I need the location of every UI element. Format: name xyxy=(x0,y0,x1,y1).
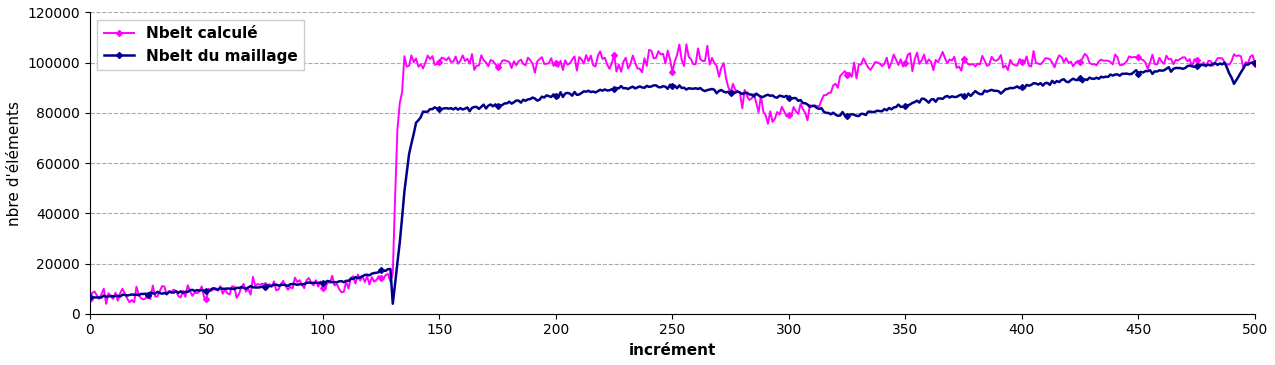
Nbelt du maillage xyxy=(82,295,97,300)
Nbelt calculé xyxy=(838,69,853,73)
Nbelt du maillage xyxy=(849,114,864,118)
Nbelt calculé xyxy=(82,297,97,301)
Nbelt du maillage xyxy=(422,107,437,111)
Nbelt du maillage xyxy=(371,270,386,274)
Nbelt calculé xyxy=(374,276,389,280)
X-axis label: incrément: incrément xyxy=(629,343,717,358)
Nbelt calculé xyxy=(1247,62,1262,66)
Y-axis label: nbre d'éléments: nbre d'éléments xyxy=(6,101,22,226)
Nbelt du maillage xyxy=(385,301,400,306)
Nbelt calculé xyxy=(852,62,867,67)
Line: Nbelt du maillage: Nbelt du maillage xyxy=(88,60,1257,306)
Nbelt du maillage xyxy=(1247,61,1262,65)
Nbelt calculé xyxy=(509,63,524,68)
Legend: Nbelt calculé, Nbelt du maillage: Nbelt calculé, Nbelt du maillage xyxy=(97,20,305,70)
Nbelt calculé xyxy=(98,302,113,306)
Nbelt du maillage xyxy=(1049,79,1065,83)
Nbelt du maillage xyxy=(509,98,524,103)
Line: Nbelt calculé: Nbelt calculé xyxy=(88,42,1257,306)
Nbelt calculé xyxy=(678,42,694,46)
Nbelt calculé xyxy=(1052,53,1067,58)
Nbelt du maillage xyxy=(1244,60,1260,65)
Nbelt calculé xyxy=(422,57,437,61)
Nbelt du maillage xyxy=(835,110,850,114)
